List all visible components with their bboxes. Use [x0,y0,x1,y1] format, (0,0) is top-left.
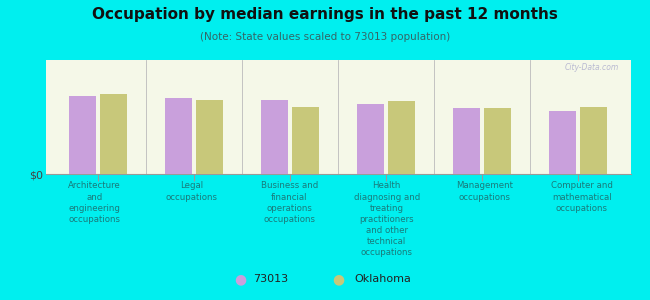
Text: Computer and
mathematical
occupations: Computer and mathematical occupations [551,182,613,213]
Bar [292,107,318,174]
Bar [261,100,288,174]
Text: ●: ● [235,272,246,286]
Text: (Note: State values scaled to 73013 population): (Note: State values scaled to 73013 popu… [200,32,450,41]
Bar [580,107,606,174]
Bar [388,101,415,174]
Bar [358,104,384,174]
Text: Legal
occupations: Legal occupations [166,182,218,202]
Text: Business and
financial
operations
occupations: Business and financial operations occupa… [261,182,318,224]
Text: Health
diagnosing and
treating
practitioners
and other
technical
occupations: Health diagnosing and treating practitio… [354,182,420,257]
Text: Management
occupations: Management occupations [456,182,513,202]
Bar [165,98,192,174]
Text: Oklahoma: Oklahoma [354,274,411,284]
Bar [549,111,576,174]
Text: ●: ● [332,272,344,286]
Bar [484,108,511,174]
Bar [453,108,480,174]
Bar [70,96,96,174]
Bar [100,94,127,174]
Text: City-Data.com: City-Data.com [565,63,619,72]
Text: Occupation by median earnings in the past 12 months: Occupation by median earnings in the pas… [92,8,558,22]
Text: Architecture
and
engineering
occupations: Architecture and engineering occupations [68,182,121,224]
Text: 73013: 73013 [254,274,289,284]
Bar [196,100,223,174]
